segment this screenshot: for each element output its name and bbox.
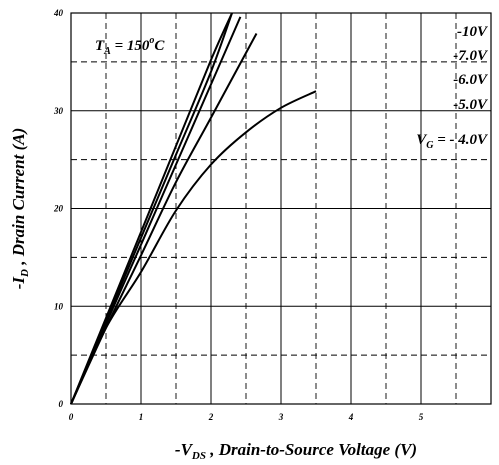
- y-tick-label: 10: [54, 301, 64, 311]
- x-tick-label: 0: [69, 412, 74, 422]
- x-tick-label: 5: [419, 412, 424, 422]
- y-tick-label: 0: [59, 399, 64, 409]
- text-labels: -VDS , Drain-to-Source Voltage (V) -ID , …: [9, 24, 489, 462]
- legend-label: -6.0V: [453, 72, 489, 88]
- series-lines: [70, 12, 317, 405]
- y-axis-label: -ID , Drain Current (A): [9, 128, 31, 289]
- y-tick-label: 30: [53, 106, 64, 116]
- x-axis-label: -VDS , Drain-to-Source Voltage (V): [175, 440, 417, 460]
- series-line: [70, 90, 317, 405]
- series-line: [70, 16, 242, 405]
- x-tick-label: 3: [278, 412, 284, 422]
- legend-label: -7.0V: [453, 48, 489, 64]
- x-tick-label: 2: [208, 412, 214, 422]
- series-line: [70, 33, 258, 405]
- x-tick-label: 1: [139, 412, 144, 422]
- y-tick-label: 20: [53, 204, 64, 214]
- plot-frame: [70, 12, 492, 405]
- y-tick-label: 40: [53, 8, 64, 18]
- temperature-annotation: TA = 150oC: [95, 35, 165, 57]
- x-tick-label: 4: [348, 412, 354, 422]
- grid: [71, 13, 491, 404]
- legend-label: -5.0V: [453, 97, 489, 113]
- legend-label-vg: VG = - 4.0V: [416, 132, 489, 151]
- tick-labels: 0 1 2 3 4 5 0 10 20 30 40: [53, 8, 424, 422]
- legend-label: -10V: [457, 24, 489, 40]
